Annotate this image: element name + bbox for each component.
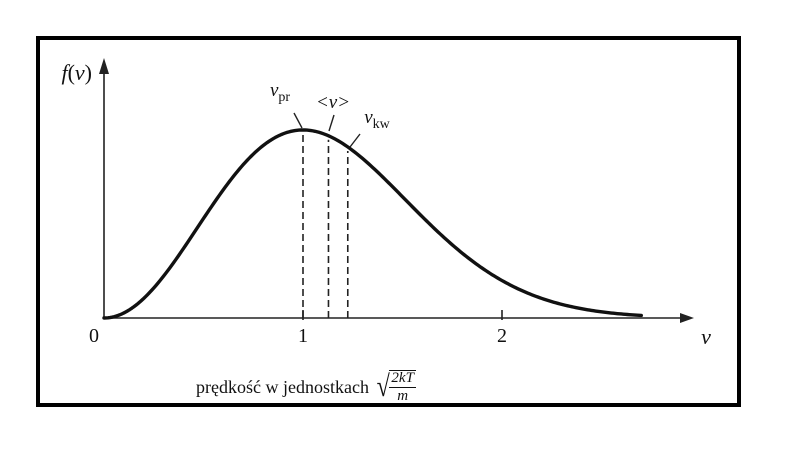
sqrt-symbol: √ [376,370,390,403]
x-tick-label: 2 [497,325,507,347]
sqrt-expression: √ 2kT m [375,370,416,404]
y-axis-arrow [99,58,109,74]
marker-label-v-pr: vpr [270,80,290,105]
chart-frame [36,36,741,407]
marker-label-v-kw: vkw [364,107,390,132]
marker-leader-v-pr [293,112,303,129]
x-unit-caption: prędkość w jednostkach √ 2kT m [196,370,416,404]
unit-fraction: 2kT m [389,370,416,404]
distribution-curve [102,128,643,320]
x-tick-label: 1 [298,325,308,347]
marker-leader-v-kw [349,133,361,148]
unit-denominator: m [397,388,409,404]
unit-numerator: 2kT [389,370,416,388]
x-unit-caption-text: prędkość w jednostkach [196,376,369,397]
marker-label-mean-v: <v> [316,92,350,113]
x-tick-label: 0 [89,325,99,347]
y-axis-label: f(v) [61,60,92,85]
x-axis-label: v [701,324,711,349]
marker-leader-mean-v [328,114,335,132]
x-axis-arrow [680,313,694,323]
